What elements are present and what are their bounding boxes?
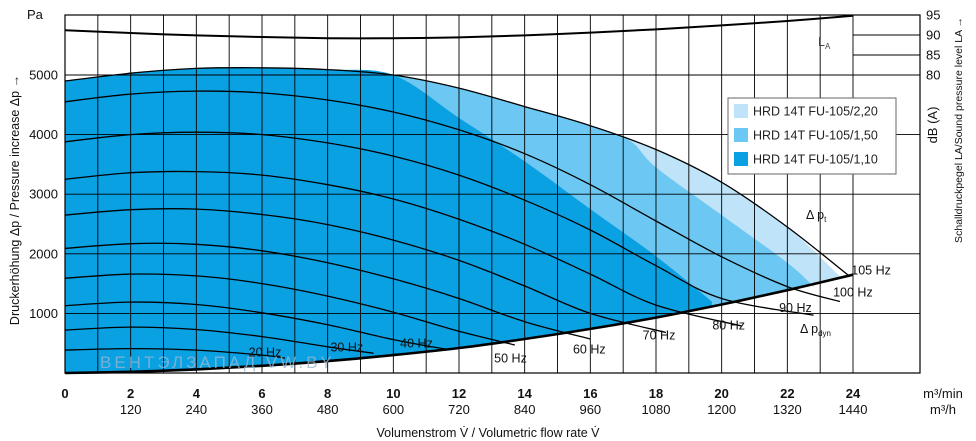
pressure-curve-50hz: [64, 273, 515, 346]
pressure-curve-90hz: [64, 131, 814, 316]
y-tick-label: 4000: [29, 127, 58, 142]
x-tick-label: 0: [61, 386, 68, 401]
x2-tick-label: 1200: [707, 402, 736, 417]
x2-tick-label: 840: [514, 402, 536, 417]
pressure-curve-105hz: [64, 67, 851, 277]
x2-tick-label: 1440: [839, 402, 868, 417]
x-tick-label: 22: [780, 386, 794, 401]
pressure-curve-100hz: [64, 90, 841, 303]
dp-dynamic-subscript: dyn: [818, 329, 831, 338]
x2-tick-label: 600: [382, 402, 404, 417]
x2-tick-label: 720: [448, 402, 470, 417]
x2-tick-label: 1320: [773, 402, 802, 417]
sound-level-curve: [64, 14, 854, 40]
legend-box: [727, 97, 897, 175]
curve-label: 70 Hz: [643, 329, 676, 343]
x-unit-primary: m³/min: [923, 386, 963, 401]
x-tick-label: 4: [193, 386, 201, 401]
dp-dynamic-label: Δ pdyn: [800, 322, 831, 338]
x-tick-label: 6: [258, 386, 265, 401]
pressure-curve-30hz: [64, 326, 374, 354]
x2-tick-label: 120: [120, 402, 142, 417]
x-tick-label: 20: [714, 386, 728, 401]
y2-unit: dB (A): [925, 107, 940, 144]
pressure-curve-70hz: [64, 208, 667, 334]
x2-tick-label: 1080: [642, 402, 671, 417]
legend-label: HRD 14T FU-105/1,50: [753, 129, 878, 143]
la-subscript: A: [825, 42, 831, 51]
x2-tick-label: 960: [579, 402, 601, 417]
y-tick-label: 1000: [29, 306, 58, 321]
legend-swatch: [734, 152, 748, 166]
y-tick-label: 2000: [29, 246, 58, 261]
x-tick-label: 16: [583, 386, 597, 401]
legend-swatch: [734, 104, 748, 118]
plot-frame: [64, 14, 921, 374]
x-tick-label: 2: [127, 386, 134, 401]
x2-tick-label: 360: [251, 402, 273, 417]
curve-label: 100 Hz: [833, 286, 873, 300]
curve-label: 105 Hz: [851, 264, 891, 278]
y2-tick-label: 85: [926, 48, 940, 63]
curve-label: 80 Hz: [712, 319, 745, 333]
x-tick-label: 10: [386, 386, 400, 401]
pressure-curves: [64, 14, 854, 375]
axes: [64, 14, 921, 374]
curve-label: 40 Hz: [400, 336, 433, 350]
legend: HRD 14T FU-105/2,20 HRD 14T FU-105/1,50 HR…: [727, 97, 897, 175]
curve-label: 20 Hz: [249, 345, 282, 359]
y2-axis-title: Schalldruckpegel LA/Sound pressure level…: [953, 17, 965, 243]
y-tick-label: 3000: [29, 187, 58, 202]
legend-swatch: [734, 128, 748, 142]
x-unit-secondary: m³/h: [930, 402, 956, 417]
y-tick-label: 5000: [29, 68, 58, 83]
dynamic-pressure-curve: [64, 273, 854, 375]
x2-tick-label: 480: [317, 402, 339, 417]
grid: [65, 15, 920, 373]
legend-label: HRD 14T FU-105/1,10: [753, 153, 878, 167]
y-axis-title: Druckerhöhung Δp / Pressure increase Δp …: [8, 75, 22, 325]
y2-tick-label: 95: [926, 8, 940, 23]
x-tick-label: 12: [452, 386, 466, 401]
x2-tick-label: 240: [185, 402, 207, 417]
x-tick-label: 24: [846, 386, 861, 401]
y2-tick-label: 80: [926, 68, 940, 83]
x-tick-label: 8: [324, 386, 331, 401]
y2-tick-label: 90: [926, 28, 940, 43]
x-tick-label: 14: [517, 386, 532, 401]
pressure-curve-60hz: [64, 242, 591, 340]
dp-total-subscript: t: [824, 215, 827, 224]
x-tick-label: 18: [649, 386, 663, 401]
pressure-curve-40hz: [64, 301, 447, 350]
la-label: LA: [818, 35, 831, 51]
pressure-curve-20hz: [64, 347, 286, 359]
curve-label: 50 Hz: [494, 352, 527, 366]
curve-label: 90 Hz: [779, 301, 812, 315]
watermark: ВЕНТЭЛЗАПАД VW.BY: [100, 353, 335, 372]
dp-total-label: Δ pt: [806, 208, 827, 224]
y-unit: Pa: [27, 7, 44, 22]
curve-label: 30 Hz: [330, 341, 363, 355]
curve-label: 60 Hz: [573, 342, 606, 356]
legend-label: HRD 14T FU-105/2,20: [753, 105, 878, 119]
x-axis-title: Volumenstrom V̇ / Volumetric flow rate V…: [376, 426, 600, 440]
pressure-curve-80hz: [64, 170, 742, 327]
